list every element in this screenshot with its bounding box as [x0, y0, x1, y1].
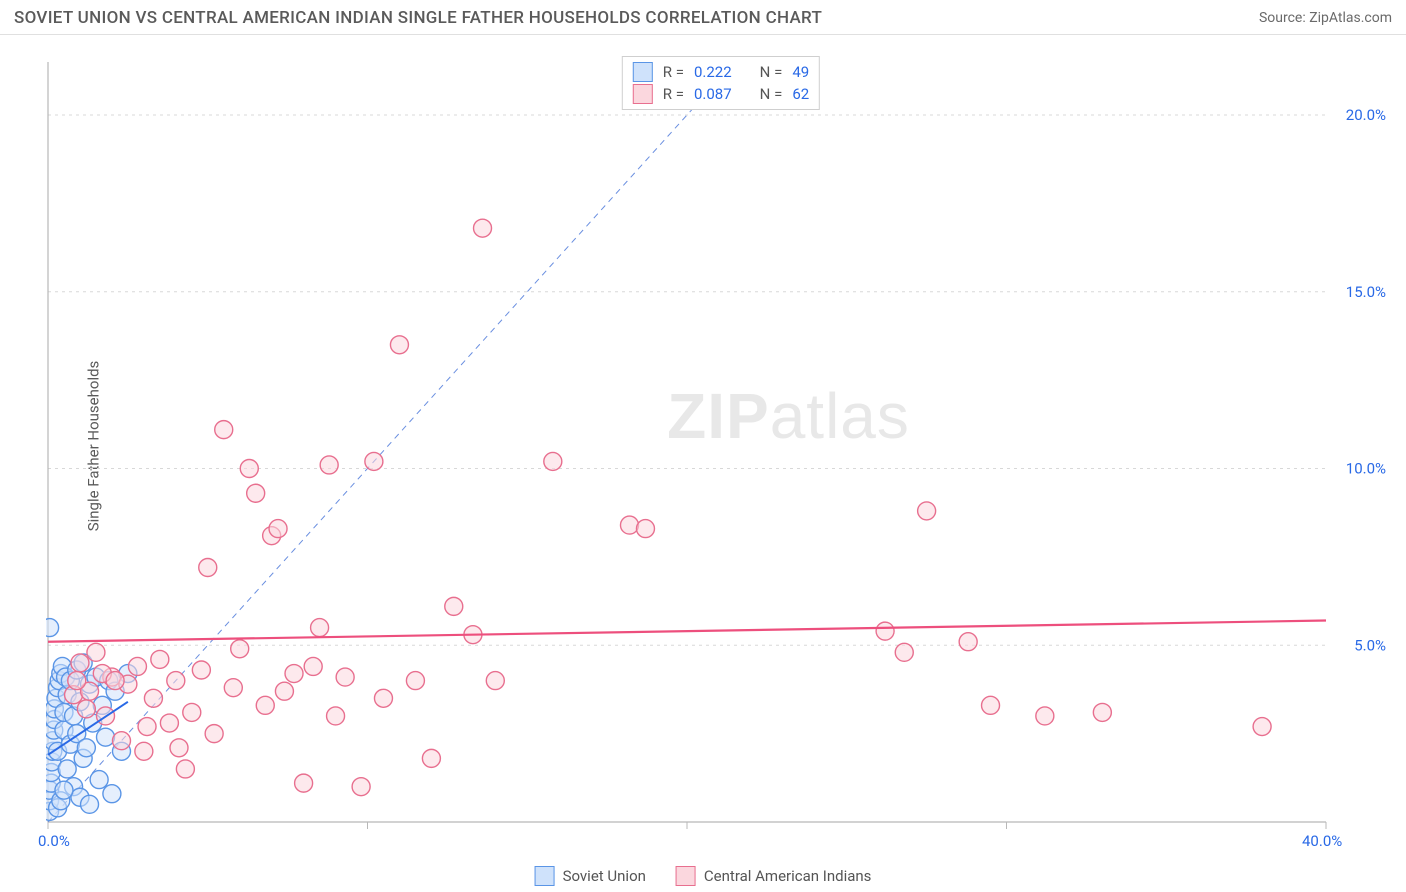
chart-area: ZIPatlas 5.0% 10.0% 15.0% 20.0% R = 0.222 N =… [46, 60, 1396, 852]
watermark-light: atlas [770, 380, 910, 452]
n-label: N = [760, 85, 783, 103]
legend-swatch [676, 866, 696, 886]
chart-header: SOVIET UNION VS CENTRAL AMERICAN INDIAN … [0, 0, 1406, 35]
legend-swatch [535, 866, 555, 886]
legend-item: Soviet Union [535, 866, 646, 886]
legend-row: R = 0.087 N = 62 [633, 83, 809, 105]
r-label: R = [663, 63, 684, 81]
chart-title: SOVIET UNION VS CENTRAL AMERICAN INDIAN … [14, 8, 822, 28]
watermark: ZIPatlas [667, 379, 910, 453]
legend-item: Central American Indians [676, 866, 872, 886]
svg-text:15.0%: 15.0% [1346, 283, 1386, 301]
n-value: 62 [792, 85, 809, 103]
scatter-plot: 5.0% 10.0% 15.0% 20.0% [46, 60, 1396, 852]
legend-label: Soviet Union [563, 867, 646, 885]
x-axis-min-label: 0.0% [38, 832, 70, 850]
legend-row: R = 0.222 N = 49 [633, 61, 809, 83]
n-value: 49 [792, 63, 809, 81]
legend-swatch [633, 84, 653, 104]
legend-swatch [633, 62, 653, 82]
chart-source: Source: ZipAtlas.com [1259, 10, 1392, 26]
svg-text:10.0%: 10.0% [1346, 460, 1386, 478]
r-label: R = [663, 85, 684, 103]
x-axis-max-label: 40.0% [1302, 832, 1342, 850]
watermark-bold: ZIP [667, 380, 770, 452]
series-legend: Soviet Union Central American Indians [535, 866, 872, 886]
svg-text:20.0%: 20.0% [1346, 106, 1386, 124]
correlation-legend: R = 0.222 N = 49 R = 0.087 N = 62 [622, 56, 820, 110]
svg-text:5.0%: 5.0% [1354, 636, 1386, 654]
r-value: 0.222 [694, 63, 732, 81]
n-label: N = [760, 63, 783, 81]
r-value: 0.087 [694, 85, 732, 103]
legend-label: Central American Indians [704, 867, 872, 885]
